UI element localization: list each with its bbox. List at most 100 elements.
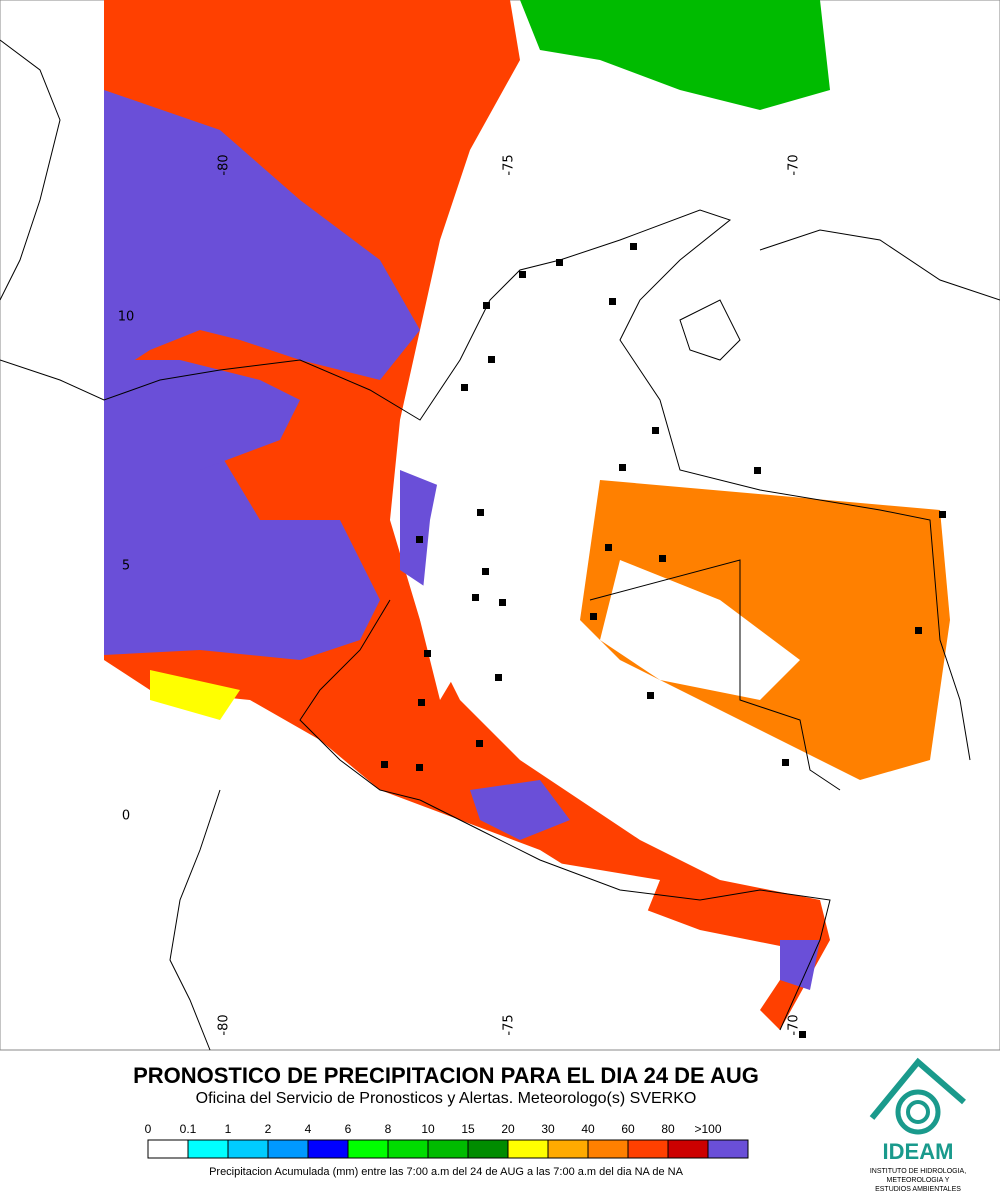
station <box>488 356 495 363</box>
coastline <box>299 599 421 801</box>
station <box>477 509 484 516</box>
legend-swatch <box>347 1139 389 1159</box>
logo-swirl <box>895 1089 941 1135</box>
lon-label: -70 <box>787 154 802 175</box>
station <box>939 511 946 518</box>
station <box>416 764 423 771</box>
station <box>630 243 637 250</box>
station <box>799 1031 806 1038</box>
station <box>519 271 526 278</box>
heavy-rain-area <box>470 780 570 840</box>
legend-label: 30 <box>541 1122 555 1136</box>
station <box>495 674 502 681</box>
station <box>472 594 479 601</box>
heavy-rain-area <box>104 360 300 500</box>
logo-name: IDEAM <box>883 1139 954 1164</box>
station <box>652 427 659 434</box>
coastline <box>0 39 61 301</box>
station <box>499 599 506 606</box>
legend-swatch <box>147 1139 189 1159</box>
station <box>605 544 612 551</box>
logo-swirl <box>906 1100 930 1124</box>
station <box>659 555 666 562</box>
legend-label: 0 <box>145 1122 152 1136</box>
dry-area <box>420 330 520 700</box>
station <box>381 761 388 768</box>
lat-label: 5 <box>122 559 130 574</box>
legend-label: 0.1 <box>180 1122 197 1136</box>
station <box>483 302 490 309</box>
logo-text: METEOROLOGIA Y <box>887 1177 950 1184</box>
legend-label: 15 <box>461 1122 475 1136</box>
legend-label: 20 <box>501 1122 515 1136</box>
coastline <box>759 229 1000 301</box>
border <box>589 559 841 791</box>
lat-label: 0 <box>122 809 130 824</box>
legend-label: >100 <box>694 1122 721 1136</box>
title: PRONOSTICO DE PRECIPITACION PARA EL DIA … <box>133 1063 759 1088</box>
legend-swatch <box>707 1139 749 1159</box>
station <box>590 613 597 620</box>
coastline <box>169 789 221 1051</box>
legend-swatch <box>227 1139 269 1159</box>
station <box>754 467 761 474</box>
graticule-labels: -80 -75 -70 -80 -75 -70 10 5 0 <box>118 154 802 1035</box>
legend-label: 8 <box>385 1122 392 1136</box>
station <box>416 536 423 543</box>
rain-area <box>580 480 950 780</box>
legend-swatch <box>507 1139 549 1159</box>
legend-swatch <box>187 1139 229 1159</box>
logo: IDEAM INSTITUTO DE HIDROLOGIA, METEOROLO… <box>869 1057 966 1193</box>
lake <box>679 299 741 361</box>
station <box>556 259 563 266</box>
legend: 0 0.1 1 2 4 6 8 10 15 20 30 40 60 80 >100 <box>145 1122 749 1159</box>
precip-field <box>104 0 950 1030</box>
legend-swatch <box>547 1139 589 1159</box>
station <box>461 384 468 391</box>
subtitle: Oficina del Servicio de Pronosticos y Al… <box>196 1090 697 1107</box>
legend-label: 60 <box>621 1122 635 1136</box>
light-rain-area <box>520 0 830 110</box>
lon-label: -75 <box>502 154 517 175</box>
legend-label: 10 <box>421 1122 435 1136</box>
station <box>619 464 626 471</box>
logo-text: ESTUDIOS AMBIENTALES <box>875 1186 961 1193</box>
dry-area <box>540 860 660 930</box>
logo-text: INSTITUTO DE HIDROLOGIA, <box>870 1168 966 1175</box>
heavy-rain-area <box>104 90 420 380</box>
stations <box>381 243 946 1038</box>
legend-swatch <box>627 1139 669 1159</box>
logo-roof <box>869 1057 966 1120</box>
legend-swatch <box>667 1139 709 1159</box>
map: -80 -75 -70 -80 -75 -70 10 5 0 <box>0 0 1000 1051</box>
station <box>915 627 922 634</box>
legend-caption: Precipitacion Acumulada (mm) entre las 7… <box>209 1166 684 1178</box>
lon-label: -80 <box>217 154 232 175</box>
lat-label: 10 <box>118 310 135 325</box>
station <box>782 759 789 766</box>
moderate-rain-area <box>150 670 240 720</box>
station <box>647 692 654 699</box>
legend-label: 4 <box>305 1122 312 1136</box>
lon-label: -75 <box>502 1014 517 1035</box>
dry-area <box>600 560 800 700</box>
boundaries <box>0 39 1000 1051</box>
station <box>424 650 431 657</box>
legend-swatch <box>387 1139 429 1159</box>
legend-swatch <box>467 1139 509 1159</box>
station <box>476 740 483 747</box>
station <box>482 568 489 575</box>
coastline <box>0 209 971 761</box>
legend-label: 6 <box>345 1122 352 1136</box>
border <box>419 799 831 1031</box>
legend-label: 80 <box>661 1122 675 1136</box>
lon-label: -70 <box>787 1014 802 1035</box>
legend-swatch <box>427 1139 469 1159</box>
legend-label: 2 <box>265 1122 272 1136</box>
legend-label: 1 <box>225 1122 232 1136</box>
legend-swatch <box>307 1139 349 1159</box>
station <box>609 298 616 305</box>
legend-label: 40 <box>581 1122 595 1136</box>
